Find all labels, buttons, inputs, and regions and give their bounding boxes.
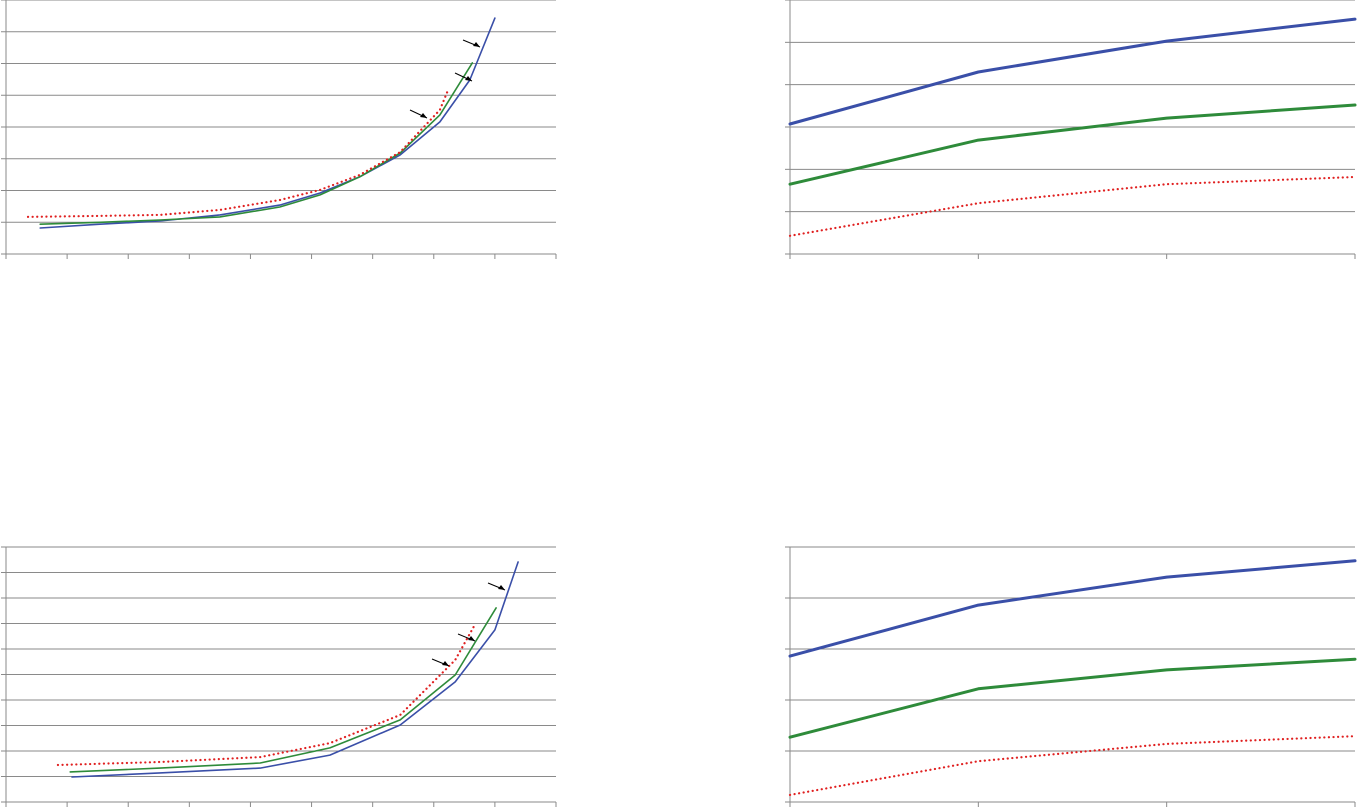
series-line	[26, 90, 449, 218]
series-line	[788, 735, 1357, 797]
series-line	[56, 623, 476, 767]
series-line	[788, 657, 1357, 739]
series-line	[69, 607, 497, 773]
arrow-head	[442, 661, 449, 666]
arrow-head	[498, 585, 505, 590]
series-line	[39, 17, 496, 229]
arrow-head	[473, 42, 480, 47]
series-line	[788, 175, 1357, 237]
arrow-head	[468, 636, 475, 641]
series-line	[788, 17, 1357, 126]
series-line	[39, 62, 474, 225]
arrows	[409, 39, 506, 667]
series-line	[788, 103, 1357, 186]
arrow-head	[420, 113, 427, 118]
series-line	[71, 561, 519, 778]
series-line	[788, 559, 1357, 658]
chart-panel	[1, 0, 557, 259]
chart-panel	[1, 546, 557, 807]
arrow-head	[465, 76, 472, 81]
chart-panel	[785, 546, 1357, 807]
chart-panel	[785, 0, 1357, 259]
